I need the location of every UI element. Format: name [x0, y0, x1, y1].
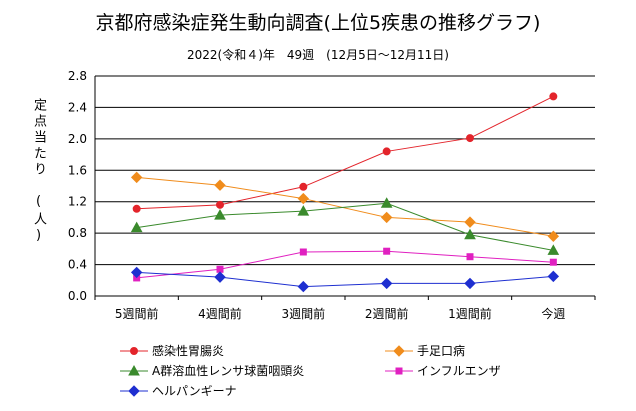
- data-point: [464, 228, 476, 240]
- legend-marker: [393, 345, 405, 357]
- x-tick-label: 1週間前: [448, 306, 492, 321]
- x-tick-label: 今週: [541, 306, 565, 321]
- data-point: [549, 258, 557, 266]
- data-point: [130, 221, 143, 233]
- y-tick-label: 2.0: [68, 132, 87, 146]
- data-point: [547, 270, 560, 283]
- data-point: [466, 253, 474, 261]
- legend-label: ヘルパンギーナ: [152, 384, 237, 398]
- data-point: [383, 247, 391, 255]
- y-tick-label: 2.4: [68, 100, 87, 114]
- series-line-5: [136, 271, 554, 288]
- y-tick-label: 1.2: [68, 195, 87, 209]
- data-point: [216, 200, 224, 209]
- legend-marker: [130, 347, 138, 355]
- data-point: [214, 209, 226, 220]
- data-point: [380, 277, 393, 290]
- data-point: [464, 277, 476, 290]
- data-point: [547, 244, 560, 255]
- y-axis-label: 定点当たり (人): [31, 98, 46, 246]
- series-line-1: [136, 95, 554, 210]
- legend-label: 感染性胃腸炎: [152, 343, 224, 358]
- chart-subtitle: 2022(令和４)年 49週 (12月5日～12月11日): [187, 48, 449, 62]
- data-point: [130, 266, 143, 279]
- data-point: [214, 271, 226, 283]
- data-point: [382, 147, 391, 156]
- data-point: [130, 171, 143, 184]
- legend-marker: [128, 364, 140, 376]
- series-line-3: [136, 202, 554, 251]
- data-point: [299, 248, 307, 256]
- series-line-4: [136, 250, 554, 279]
- legend-label: 手足口病: [417, 343, 465, 358]
- data-point: [549, 92, 558, 101]
- y-tick-label: 0.4: [68, 258, 87, 272]
- y-tick-label: 1.6: [68, 163, 87, 177]
- data-point: [132, 204, 141, 213]
- data-point: [464, 216, 476, 228]
- data-point: [466, 134, 474, 143]
- data-point: [380, 197, 393, 208]
- data-point: [297, 192, 310, 205]
- y-tick-label: 2.8: [68, 69, 87, 83]
- data-point: [297, 280, 310, 293]
- data-point: [297, 205, 310, 216]
- x-tick-label: 4週間前: [198, 306, 242, 321]
- series-line-2: [136, 176, 554, 237]
- legend-label: インフルエンザ: [417, 364, 501, 378]
- data-point: [216, 265, 224, 273]
- x-tick-label: 3週間前: [282, 306, 326, 321]
- legend-label: A群溶血性レンサ球菌咽頭炎: [152, 363, 304, 378]
- chart-title: 京都府感染症発生動向調査(上位5疾患の推移グラフ): [95, 12, 541, 34]
- x-tick-label: 2週間前: [365, 306, 409, 321]
- data-point: [380, 211, 393, 224]
- legend-marker: [128, 385, 140, 397]
- y-tick-label: 0.0: [68, 289, 87, 303]
- y-tick-label: 0.8: [68, 226, 87, 240]
- data-point: [547, 230, 560, 242]
- legend-marker: [395, 367, 403, 375]
- data-point: [214, 179, 226, 191]
- data-point: [299, 182, 308, 191]
- x-tick-label: 5週間前: [115, 306, 159, 321]
